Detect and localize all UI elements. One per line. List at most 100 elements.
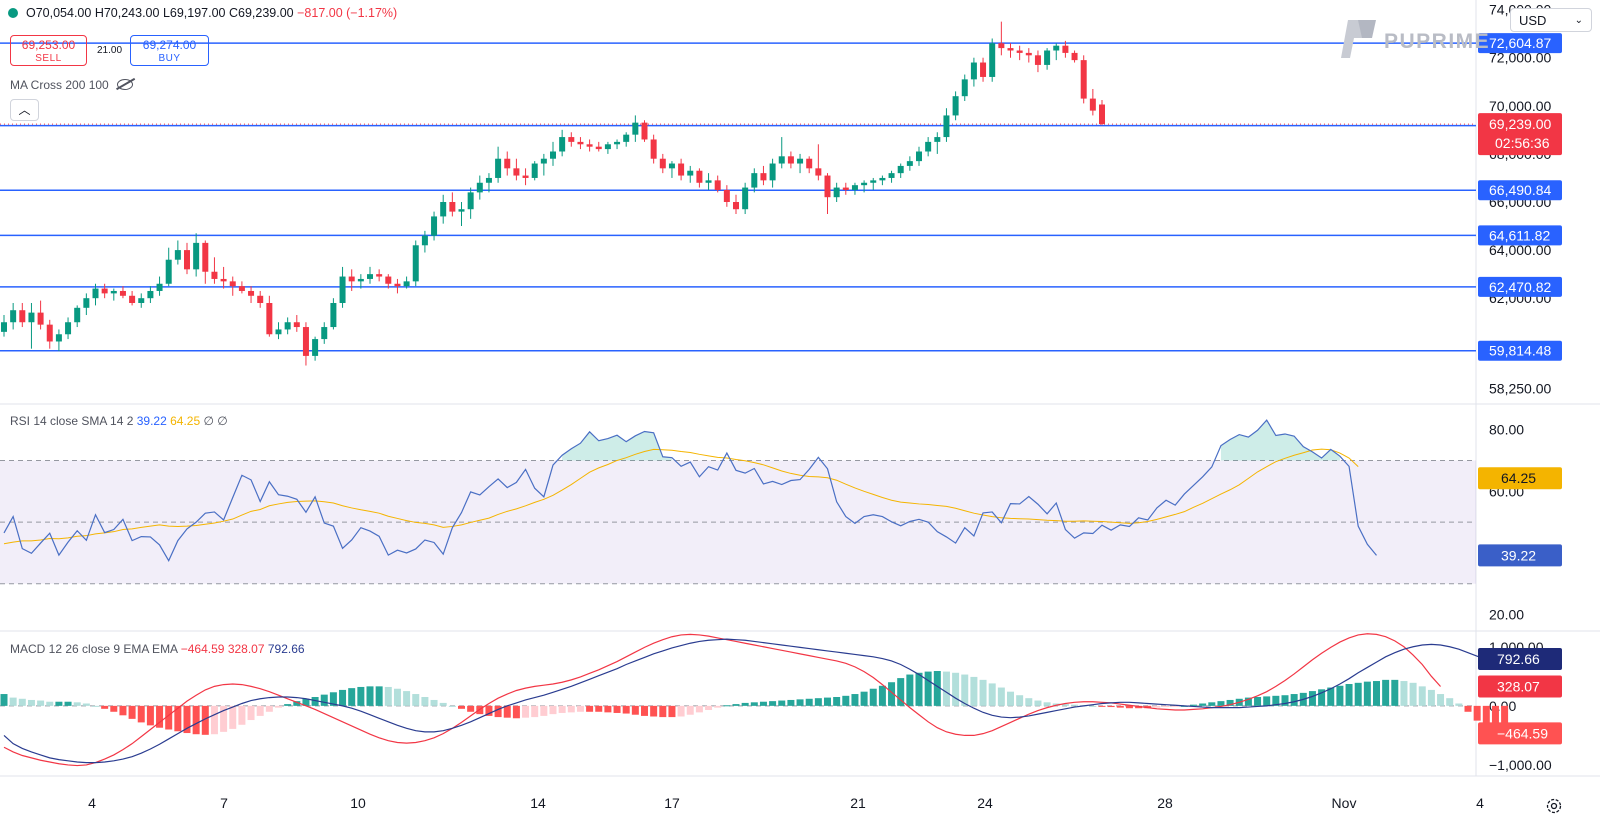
macd-histogram-bar xyxy=(229,705,237,729)
macd-histogram-bar xyxy=(860,691,868,706)
macd-histogram-bar xyxy=(192,705,200,735)
macd-histogram-bar xyxy=(906,674,914,706)
macd-histogram-bar xyxy=(1482,705,1490,726)
rsi-sma-tag xyxy=(1478,467,1562,490)
macd-histogram-bar xyxy=(613,705,621,713)
macd-histogram-bar xyxy=(586,705,594,712)
macd-histogram-bar xyxy=(1125,705,1133,709)
macd-histogram-bar xyxy=(833,697,841,706)
macd-histogram-bar xyxy=(522,705,530,718)
sell-price: 69,253.00 xyxy=(21,38,76,52)
macd-histogram-bar xyxy=(183,705,191,734)
macd-histogram-bar xyxy=(695,705,703,713)
time-axis-tick: Nov xyxy=(1332,795,1357,811)
gear-icon[interactable] xyxy=(1545,797,1563,815)
candle-body xyxy=(1,322,7,332)
hidden-eye-icon[interactable] xyxy=(116,79,133,90)
candle-body xyxy=(129,295,136,303)
macd-histogram-bar xyxy=(897,678,905,706)
macd-histogram-bar xyxy=(668,705,676,718)
sell-button[interactable]: 69,253.00 SELL xyxy=(10,35,87,66)
macd-histogram-bar xyxy=(1354,682,1362,706)
ohlc-close: C69,239.00 xyxy=(229,6,294,20)
macd-histogram-bar xyxy=(339,689,347,706)
candle-body xyxy=(1080,60,1087,99)
candle-body xyxy=(815,168,822,176)
macd-histogram-bar xyxy=(256,705,264,716)
macd-histogram-bar xyxy=(1437,694,1445,706)
macd-histogram-bar xyxy=(1107,705,1115,708)
macd-histogram-bar xyxy=(146,705,154,726)
candle-body xyxy=(376,274,383,277)
candle-body xyxy=(989,43,996,77)
macd-line-legend: 792.66 xyxy=(267,642,305,656)
macd-histogram-bar xyxy=(824,697,831,706)
macd-histogram-bar xyxy=(1336,685,1344,706)
rsi-overbought-fill xyxy=(1220,420,1340,461)
collapse-legend-button[interactable]: ︿ xyxy=(10,99,39,121)
macd-histogram-bar xyxy=(110,705,118,712)
candle-body xyxy=(833,187,840,198)
rsi-extra-values: ∅ ∅ xyxy=(203,414,228,428)
time-axis-tick: 10 xyxy=(350,795,366,811)
buy-button[interactable]: 69,274.00 BUY xyxy=(130,35,209,66)
macd-histogram-tag-label: −464.59 xyxy=(1497,725,1548,741)
macd-histogram-bar xyxy=(741,702,749,706)
candle-body xyxy=(568,137,575,142)
macd-histogram-bar xyxy=(988,683,996,706)
price-axis-tick: 64,000.00 xyxy=(1489,242,1551,258)
time-axis-tick: 21 xyxy=(850,795,866,811)
candle-body xyxy=(540,158,547,164)
macd-histogram-bar xyxy=(915,672,923,706)
macd-histogram-bar xyxy=(238,705,246,725)
macd-histogram-bar xyxy=(1244,697,1252,706)
macd-histogram-bar xyxy=(265,705,273,712)
macd-histogram-bar xyxy=(357,686,365,706)
macd-histogram-bar xyxy=(247,705,255,721)
market-status-icon xyxy=(8,8,18,18)
macd-histogram-bar xyxy=(174,705,182,732)
macd-histogram-bar xyxy=(641,705,648,716)
candle-body xyxy=(970,62,977,80)
macd-legend[interactable]: MACD 12 26 close 9 EMA EMA −464.59 328.0… xyxy=(10,642,305,656)
macd-histogram-bar xyxy=(512,705,520,719)
ma-cross-legend[interactable]: MA Cross 200 100 xyxy=(10,78,133,92)
sell-label: SELL xyxy=(35,53,62,64)
macd-histogram-bar xyxy=(27,699,35,706)
candle-body xyxy=(385,276,392,284)
candle-body xyxy=(421,235,428,246)
macd-histogram-bar xyxy=(329,692,337,706)
macd-histogram-bar xyxy=(842,695,850,706)
candle-body xyxy=(37,312,44,325)
rsi-axis-tick: 20.00 xyxy=(1489,607,1524,623)
currency-select[interactable]: USD ⌄ xyxy=(1510,8,1592,32)
time-axis-tick: 14 xyxy=(530,795,546,811)
macd-histogram-bar xyxy=(1290,694,1298,706)
candle-body xyxy=(760,173,767,181)
rsi-legend[interactable]: RSI 14 close SMA 14 2 39.22 64.25 ∅ ∅ xyxy=(10,414,228,428)
macd-axis-tick: −1,000.00 xyxy=(1489,757,1552,773)
macd-histogram-bar xyxy=(659,705,667,718)
macd-histogram-bar xyxy=(576,705,584,712)
macd-histogram-bar xyxy=(631,705,639,715)
macd-histogram-bar xyxy=(1025,698,1033,706)
macd-histogram-bar xyxy=(1162,705,1170,708)
macd-histogram-bar xyxy=(302,698,310,706)
macd-histogram-bar xyxy=(1007,691,1014,706)
macd-histogram-bar xyxy=(1061,704,1069,706)
candle-body xyxy=(229,281,236,287)
macd-signal-tag xyxy=(1478,675,1562,698)
candle-body xyxy=(751,173,758,188)
macd-histogram-bar xyxy=(448,705,456,707)
candle-body xyxy=(577,141,584,145)
macd-histogram-bar xyxy=(888,682,896,706)
macd-histogram-bar xyxy=(119,705,127,716)
macd-value-tag xyxy=(1478,648,1562,671)
macd-histogram-bar xyxy=(1363,681,1371,706)
candle-body xyxy=(257,295,264,303)
macd-histogram-bar xyxy=(393,688,401,706)
macd-histogram-bar xyxy=(320,694,328,706)
candle-body xyxy=(367,274,373,279)
candle-body xyxy=(147,290,154,299)
